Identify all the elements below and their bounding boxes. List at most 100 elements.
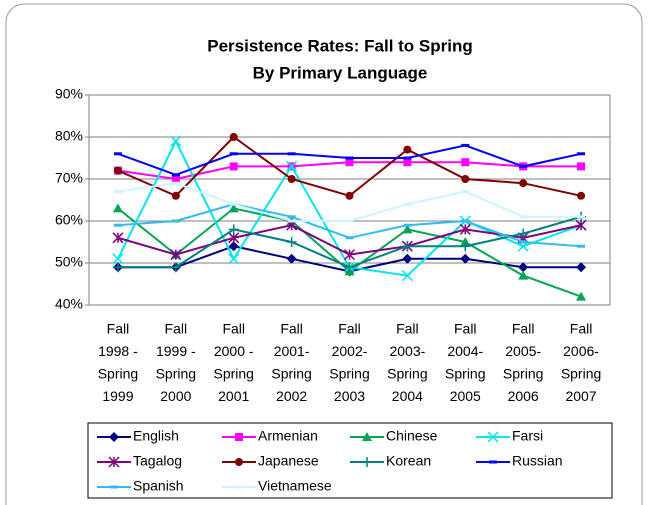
marker [345,191,354,200]
y-tick-label: 80% [55,128,83,144]
x-tick-label: 1999 - [156,343,196,359]
marker [229,162,238,171]
x-tick-label: 2001 [218,388,249,404]
marker [576,291,587,301]
marker [519,179,528,188]
marker [229,202,238,206]
x-tick-label: 2006- [563,343,599,359]
x-tick-label: Spring [213,366,253,382]
legend-label: Korean [386,453,431,469]
marker [519,164,528,168]
marker [112,262,123,273]
marker [228,241,239,252]
marker [110,485,118,489]
marker [287,152,296,156]
legend-label: Japanese [258,453,319,469]
chart-title: Persistence Rates: Fall to Spring [207,36,472,55]
marker [461,175,470,183]
marker [518,262,529,273]
marker [403,158,412,167]
x-tick-label: Spring [271,366,311,382]
legend [87,422,613,499]
marker [345,236,354,240]
marker [487,431,499,443]
legend-label: Russian [512,453,563,469]
marker [576,262,587,273]
legend-label: Armenian [258,428,318,444]
x-tick-label: Spring [329,366,369,382]
x-tick-label: 2006 [508,388,539,404]
marker [461,143,470,147]
x-tick-label: 2004- [447,343,483,359]
x-tick-label: Fall [222,321,245,337]
marker [170,249,182,261]
x-tick-label: 2005- [505,343,541,359]
marker [109,432,119,442]
marker [519,215,528,219]
marker [403,156,412,160]
marker [171,181,180,185]
marker [235,458,243,466]
x-tick-label: 2002- [332,343,368,359]
x-tick-label: 1998 - [98,343,138,359]
marker [489,460,497,464]
x-tick-label: Spring [561,366,601,382]
marker [171,175,180,183]
marker [287,175,296,183]
marker [112,203,123,213]
marker [108,456,120,468]
marker [402,253,413,264]
marker [113,223,122,227]
x-tick-label: Fall [107,321,130,337]
x-tick-label: Fall [396,321,419,337]
x-tick-label: Spring [503,366,543,382]
x-tick-label: 2004 [392,388,423,404]
marker [228,232,240,244]
marker [171,219,180,223]
marker [519,240,528,244]
x-tick-label: 2000 - [214,343,254,359]
marker [228,203,239,213]
y-tick-label: 40% [55,296,83,312]
marker [575,219,587,231]
x-tick-label: 2002 [276,388,307,404]
marker [229,152,238,156]
marker [112,232,124,244]
marker [228,224,239,235]
marker [345,156,354,160]
marker [113,190,122,194]
marker [113,166,122,175]
marker [286,237,297,247]
x-tick-label: Fall [280,321,303,337]
x-tick-label: Spring [98,366,138,382]
chart-subtitle: By Primary Language [253,63,428,82]
marker [170,262,181,273]
marker [112,253,124,265]
marker [403,202,412,206]
marker [362,432,372,441]
x-tick-label: 2000 [160,388,191,404]
x-tick-label: Fall [338,321,361,337]
y-tick-label: 90% [55,86,83,102]
x-tick-label: 2003- [389,343,425,359]
legend-label: Chinese [386,428,438,444]
marker [577,152,586,156]
x-tick-label: 2005 [450,388,481,404]
x-tick-label: Spring [387,366,427,382]
marker [287,215,296,219]
x-tick-label: Fall [165,321,188,337]
marker [402,241,413,252]
marker [461,219,470,223]
legend-label: Farsi [512,428,543,444]
marker [577,162,586,171]
marker [518,270,529,280]
legend-label: English [133,428,179,444]
y-tick-label: 70% [55,170,83,186]
marker [402,224,413,234]
marker [345,219,354,223]
marker [577,244,586,248]
y-tick-label: 50% [55,254,83,270]
marker [403,223,412,227]
marker [459,223,471,235]
